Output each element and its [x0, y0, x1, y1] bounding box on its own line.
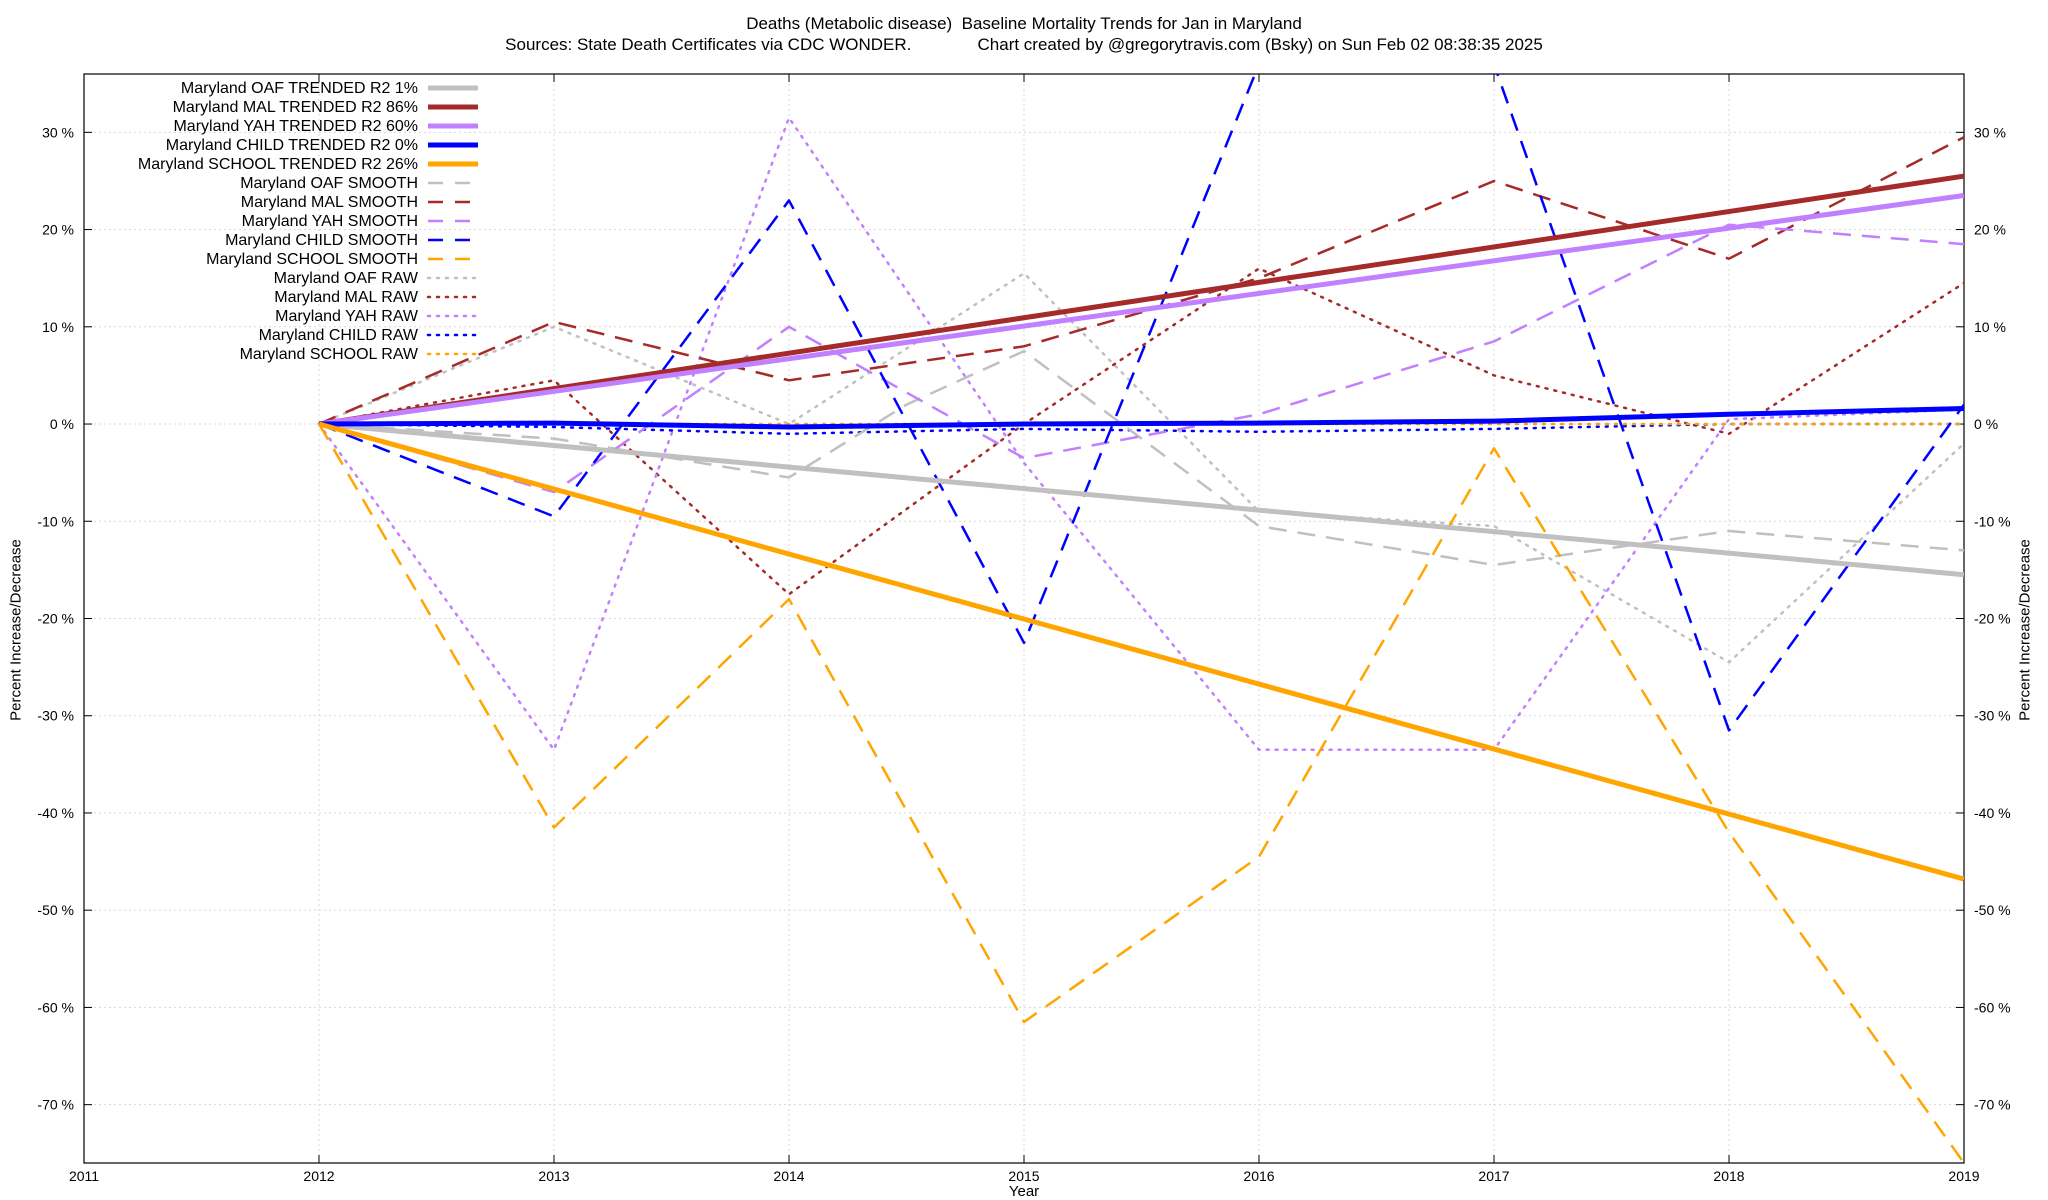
y-tick-label-right: -50 % [1974, 902, 2011, 918]
y-tick-label-right: -20 % [1974, 611, 2011, 627]
legend: Maryland OAF TRENDED R2 1% Maryland MAL T… [138, 80, 480, 363]
y-tick-label-left: 20 % [42, 222, 74, 238]
axis-ticks: 2011 2012 2013 2014 2015 2016 2017 2018 2019 30 %… [37, 74, 2011, 1184]
legend-label: Maryland OAF TRENDED R2 1% [181, 80, 418, 97]
series-line-4 [318, 421, 1964, 882]
series-line-7 [318, 223, 1964, 494]
y-tick-label-right: -70 % [1974, 1097, 2011, 1113]
x-tick-label: 2017 [1478, 1168, 1509, 1184]
legend-label: Maryland YAH TRENDED R2 60% [173, 118, 418, 135]
x-tick-label: 2015 [1008, 1168, 1039, 1184]
legend-label: Maryland SCHOOL RAW [240, 346, 419, 363]
y-axis-label-right: Percent Increase/Decrease [2016, 539, 2034, 721]
series-line-8 [318, 74, 1964, 732]
y-tick-label-left: -70 % [37, 1097, 74, 1113]
y-axis-label-left: Percent Increase/Decrease [7, 539, 25, 721]
x-tick-label: 2019 [1948, 1168, 1979, 1184]
series-line-12 [317, 116, 1964, 752]
legend-label: Maryland YAH RAW [275, 308, 419, 325]
y-tick-label-left: -10 % [37, 513, 74, 529]
y-tick-label-right: 20 % [1974, 222, 2006, 238]
series-layer [317, 74, 1964, 1163]
x-axis-label: Year [1008, 1183, 1040, 1200]
series-line-2 [318, 193, 1964, 427]
legend-label: Maryland MAL SMOOTH [241, 194, 418, 211]
y-tick-label-left: -40 % [37, 805, 74, 821]
legend-label: Maryland YAH SMOOTH [242, 213, 418, 230]
y-tick-label-right: -30 % [1974, 708, 2011, 724]
x-tick-label: 2012 [303, 1168, 334, 1184]
y-tick-label-right: -40 % [1974, 805, 2011, 821]
y-tick-label-right: 0 % [1974, 416, 1998, 432]
legend-label: Maryland SCHOOL SMOOTH [206, 251, 418, 268]
series-line-10 [317, 272, 1964, 664]
y-tick-label-left: -30 % [37, 708, 74, 724]
series-line-3 [318, 406, 1964, 430]
series-line-1 [318, 173, 1964, 427]
y-tick-label-left: -20 % [37, 611, 74, 627]
y-tick-label-left: 30 % [42, 124, 74, 140]
series-line-11 [317, 267, 1964, 596]
y-tick-label-left: -60 % [37, 999, 74, 1015]
series-line-0 [318, 421, 1964, 578]
chart-subtitle: Sources: State Death Certificates via CD… [505, 35, 1543, 54]
series-line-9 [317, 423, 1964, 1163]
legend-label: Maryland CHILD RAW [259, 327, 419, 344]
chart-title: Deaths (Metabolic disease) Baseline Mort… [746, 14, 1302, 33]
series-line-5 [318, 349, 1964, 567]
x-tick-label: 2018 [1713, 1168, 1744, 1184]
y-tick-label-right: 10 % [1974, 319, 2006, 335]
legend-label: Maryland MAL TRENDED R2 86% [173, 99, 418, 116]
series-line-6 [318, 136, 1964, 426]
y-tick-label-right: -60 % [1974, 999, 2011, 1015]
y-tick-label-left: 0 % [50, 416, 74, 432]
y-tick-label-right: -10 % [1974, 513, 2011, 529]
legend-label: Maryland OAF SMOOTH [240, 175, 418, 192]
legend-label: Maryland CHILD SMOOTH [225, 232, 418, 249]
x-tick-label: 2011 [69, 1168, 99, 1184]
y-tick-label-right: 30 % [1974, 124, 2006, 140]
x-tick-label: 2014 [773, 1168, 804, 1184]
legend-label: Maryland MAL RAW [274, 289, 419, 306]
y-tick-label-left: -50 % [37, 902, 74, 918]
legend-label: Maryland CHILD TRENDED R2 0% [166, 137, 418, 154]
x-tick-label: 2016 [1243, 1168, 1274, 1184]
legend-label: Maryland OAF RAW [274, 270, 419, 287]
legend-label: Maryland SCHOOL TRENDED R2 26% [138, 156, 418, 173]
y-tick-label-left: 10 % [42, 319, 74, 335]
x-tick-label: 2013 [538, 1168, 569, 1184]
